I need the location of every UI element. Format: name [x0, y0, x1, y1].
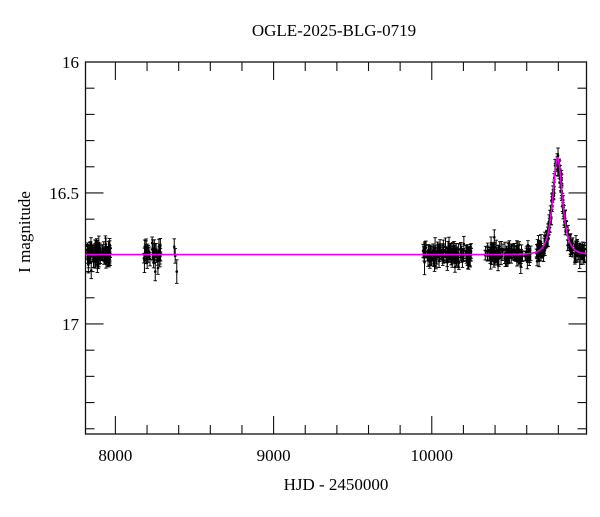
x-tick-label: 9000 — [257, 446, 291, 465]
model-curve-layer — [85, 156, 588, 256]
x-axis-label: HJD - 2450000 — [284, 475, 389, 494]
season-points-season-2 — [142, 236, 163, 275]
plot-frame — [84, 61, 588, 435]
y-tick-label: 17 — [62, 315, 80, 334]
y-axis-label: I magnitude — [15, 191, 34, 273]
x-tick-label: 8000 — [98, 446, 132, 465]
y-tick-label: 16.5 — [49, 184, 79, 203]
y-tick-label: 16 — [62, 53, 79, 72]
chart-title: OGLE-2025-BLG-0719 — [252, 21, 416, 40]
data-points-layer — [85, 147, 587, 284]
season-points-event-season — [534, 147, 587, 269]
model-curve — [85, 156, 588, 256]
season-points-season-3 — [421, 235, 473, 276]
x-tick-label: 10000 — [411, 446, 454, 465]
season-points-season-1 — [85, 235, 112, 280]
tick-labels-layer: 8000 9000 10000 16 16.5 17 — [49, 53, 453, 465]
axes-layer — [84, 61, 588, 435]
season-points-season-4 — [483, 229, 533, 274]
